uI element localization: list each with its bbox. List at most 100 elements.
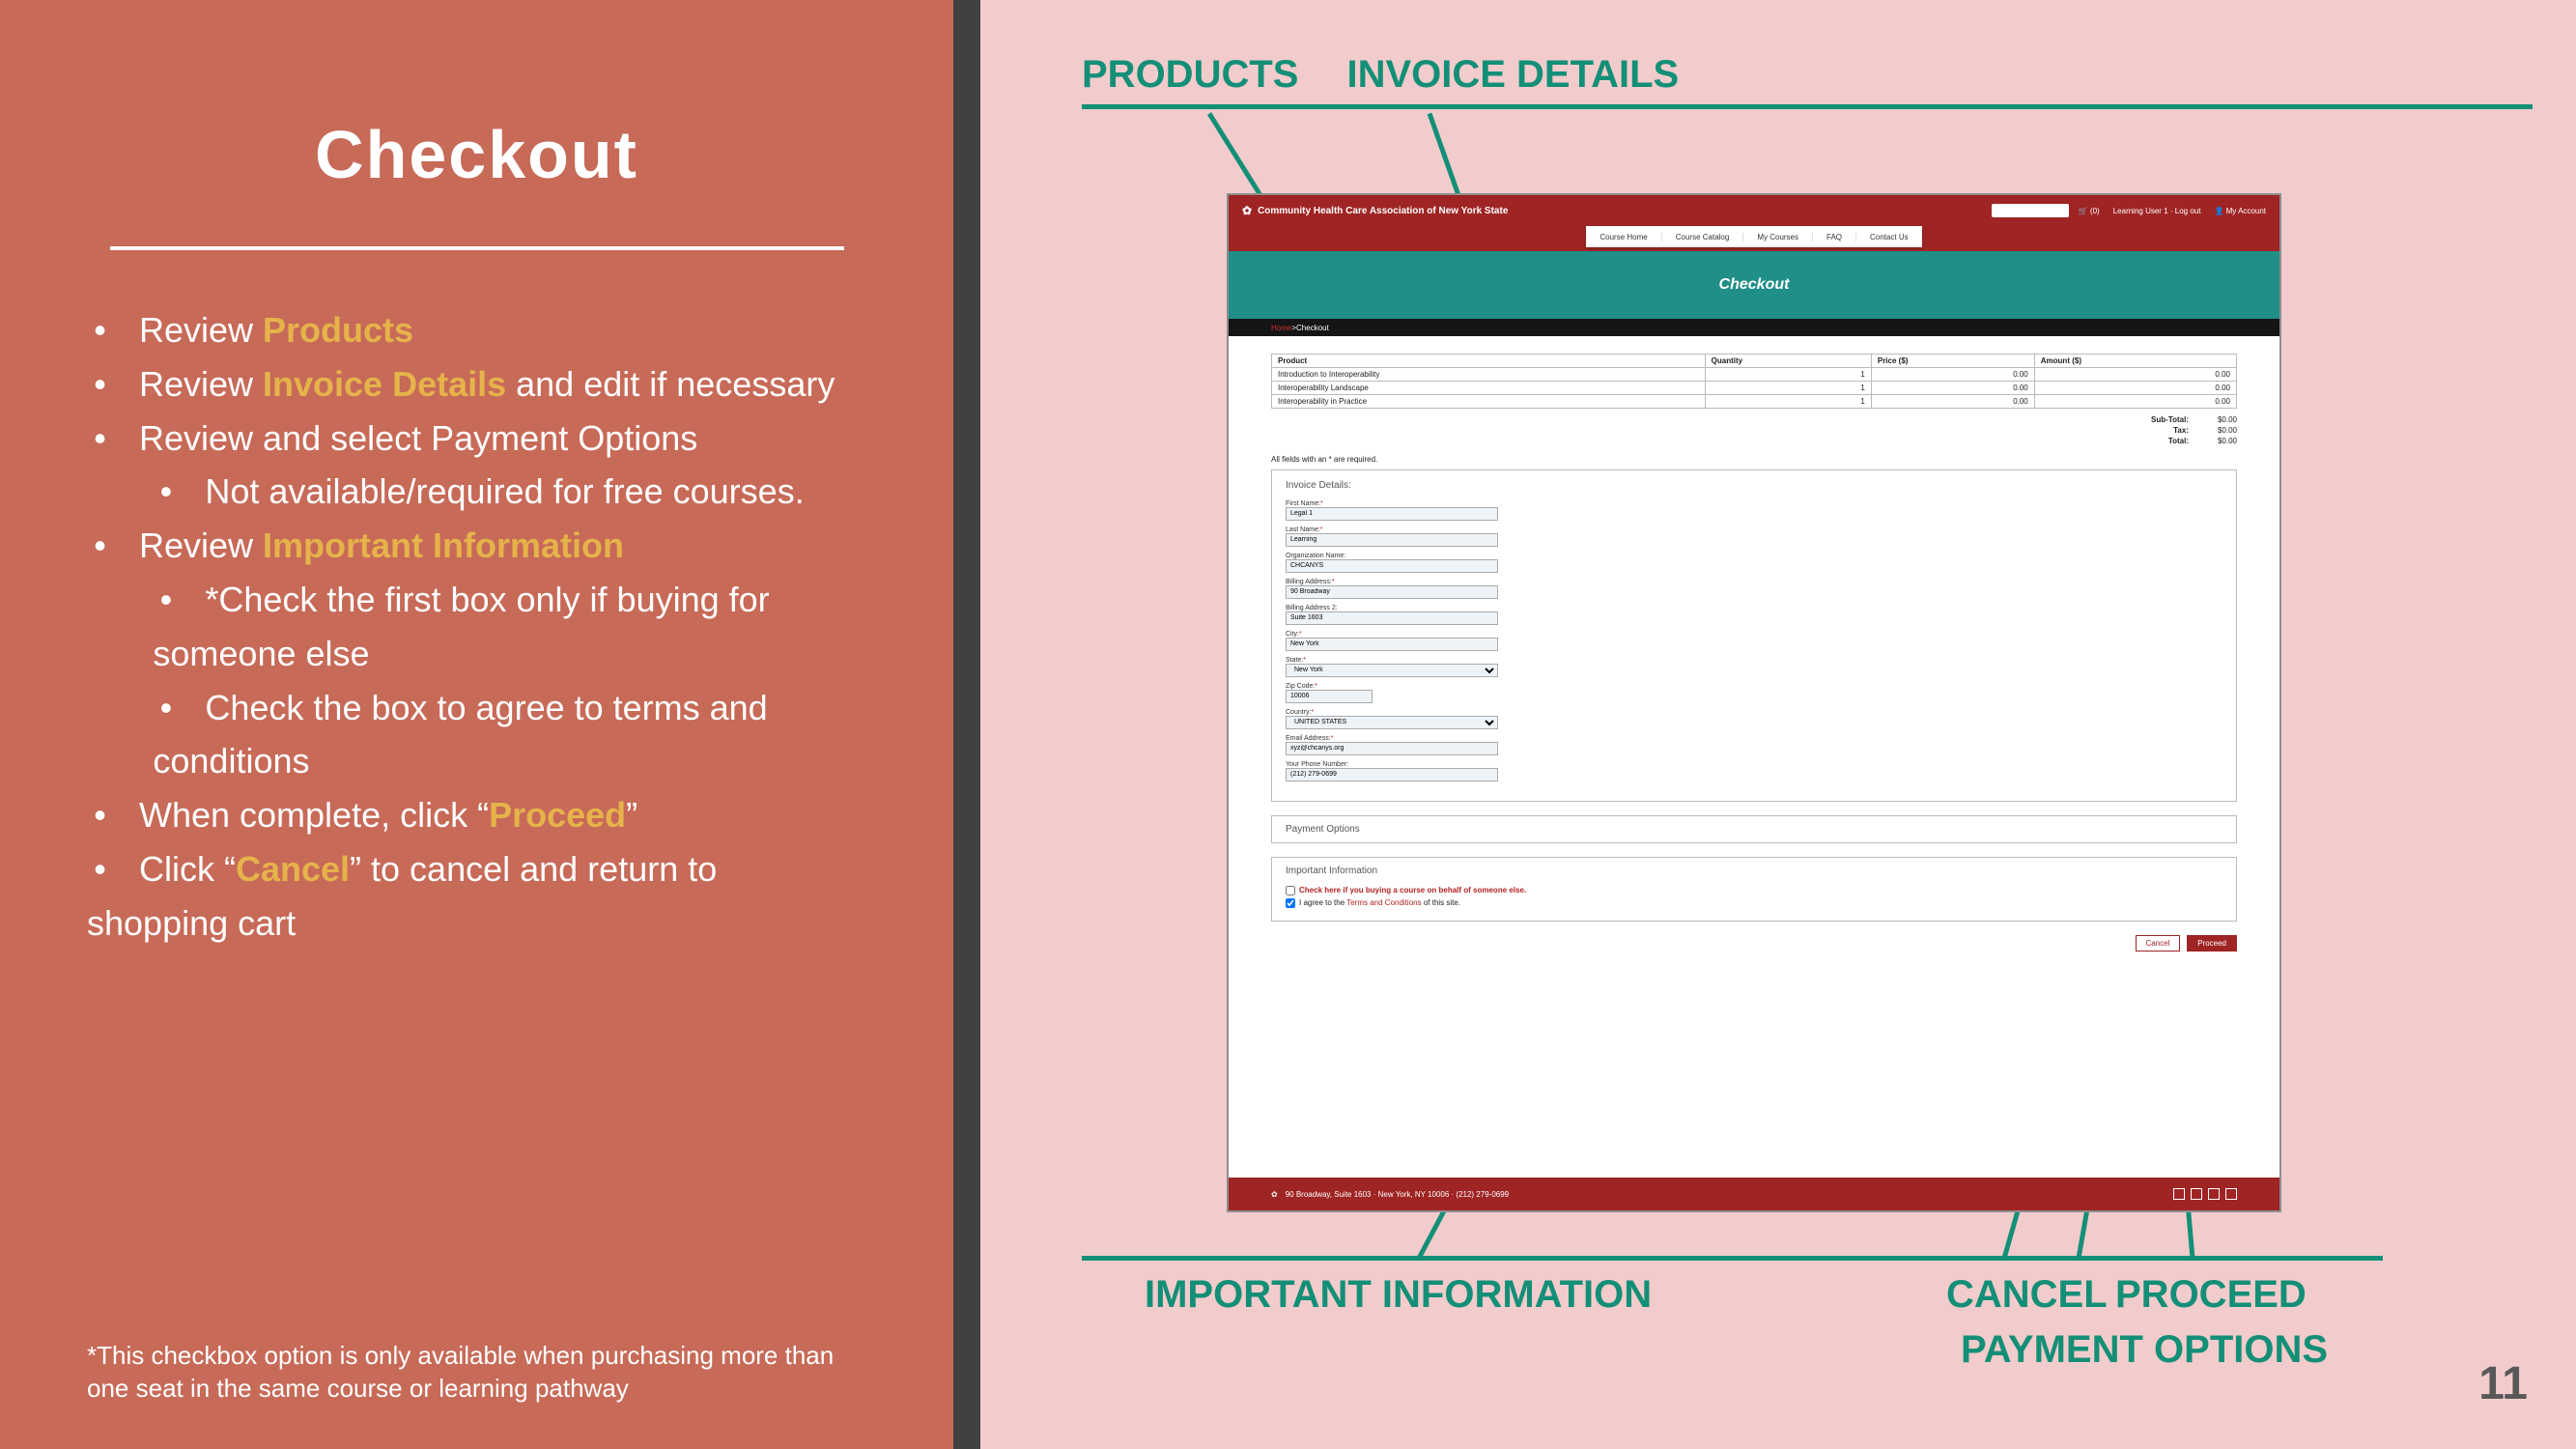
field-label: City:* [1286, 631, 2222, 638]
phone-input[interactable] [1286, 768, 1498, 781]
callout-cancel: CANCEL [1946, 1273, 2108, 1317]
nav-item[interactable]: Course Home [1586, 233, 1661, 242]
footer-address: 90 Broadway, Suite 1603 · New York, NY 1… [1286, 1190, 1509, 1199]
cancel-button[interactable]: Cancel [2136, 935, 2181, 952]
user-link[interactable]: Learning User 1 · Log out [2113, 207, 2201, 215]
bullet-text: and edit if necessary [506, 364, 835, 404]
bullet-text: Click “ [139, 849, 236, 889]
slide-title: Checkout [87, 116, 866, 193]
proceed-button[interactable]: Proceed [2187, 935, 2237, 952]
nav-item[interactable]: My Courses [1743, 233, 1813, 242]
terms-link[interactable]: Terms and Conditions [1346, 898, 1421, 907]
bullet-text: Review [139, 526, 263, 565]
search-input[interactable] [1992, 204, 2069, 217]
button-row: Cancel Proceed [1271, 935, 2237, 952]
table-row: Introduction to Interoperability10.000.0… [1272, 368, 2237, 382]
field-label: Last Name:* [1286, 526, 2222, 533]
last-name-input[interactable] [1286, 533, 1498, 547]
terms-label: I agree to the Terms and Conditions of t… [1299, 898, 1460, 907]
bullet-text: Review [139, 364, 263, 404]
col-header: Product [1272, 355, 1706, 368]
callout-products: PRODUCTS [1082, 53, 1298, 97]
nav-item[interactable]: FAQ [1813, 233, 1856, 242]
page-number: 11 [2478, 1357, 2528, 1410]
nav-item[interactable]: Course Catalog [1662, 233, 1744, 242]
col-header: Price ($) [1871, 355, 2034, 368]
table-row: Interoperability in Practice10.000.00 [1272, 395, 2237, 409]
app-footer: 90 Broadway, Suite 1603 · New York, NY 1… [1229, 1178, 2279, 1210]
callout-payment-options: PAYMENT OPTIONS [1961, 1328, 2328, 1372]
field-label: Country:* [1286, 709, 2222, 716]
field-label: Organization Name: [1286, 553, 2222, 559]
products-table: Product Quantity Price ($) Amount ($) In… [1271, 354, 2237, 409]
bullet-highlight: Products [263, 310, 413, 350]
social-icon[interactable] [2191, 1188, 2202, 1200]
callout-invoice-details: INVOICE DETAILS [1346, 53, 1679, 97]
account-link[interactable]: 👤 My Account [2214, 207, 2266, 215]
checkout-body: Product Quantity Price ($) Amount ($) In… [1229, 336, 2279, 1178]
breadcrumb-current: Checkout [1296, 324, 1329, 332]
nav-item[interactable]: Contact Us [1856, 233, 1922, 242]
field-label: Your Phone Number: [1286, 761, 2222, 768]
page-banner: Checkout [1229, 251, 2279, 319]
field-label: Billing Address 2: [1286, 605, 2222, 611]
app-topbar: Community Health Care Association of New… [1229, 195, 2279, 226]
email-input[interactable] [1286, 742, 1498, 755]
bullet-text: Review [139, 310, 263, 350]
invoice-details-panel: Invoice Details: First Name:* Last Name:… [1271, 469, 2237, 802]
table-row: Interoperability Landscape10.000.00 [1272, 382, 2237, 395]
field-label: Email Address:* [1286, 735, 2222, 742]
bullet-highlight: Important Information [263, 526, 624, 565]
bullet-text: *Check the first box only if buying for … [153, 580, 769, 673]
footnote: *This checkbox option is only available … [87, 1340, 866, 1406]
breadcrumb: Home > Checkout [1229, 319, 2279, 336]
social-icon[interactable] [2173, 1188, 2185, 1200]
state-select[interactable]: New York [1286, 664, 1498, 677]
country-select[interactable]: UNITED STATES [1286, 716, 1498, 729]
bullet-highlight: Proceed [489, 795, 626, 835]
bullet-highlight: Invoice Details [263, 364, 506, 404]
callout-important-info: IMPORTANT INFORMATION [1145, 1273, 1652, 1317]
city-input[interactable] [1286, 638, 1498, 651]
org-input[interactable] [1286, 559, 1498, 573]
panel-heading: Invoice Details: [1286, 480, 2222, 491]
bullet-text: Check the box to agree to terms and cond… [153, 688, 767, 781]
bullet-text: Review and select Payment Options [139, 418, 697, 458]
field-label: First Name:* [1286, 500, 2222, 507]
zip-input[interactable] [1286, 690, 1373, 703]
panel-heading: Important Information [1286, 866, 2222, 876]
social-icon[interactable] [2225, 1188, 2237, 1200]
slide-left-panel: Checkout Review Products Review Invoice … [0, 0, 953, 1449]
required-note: All fields with an * are required. [1271, 455, 2237, 464]
addr2-input[interactable] [1286, 611, 1498, 625]
bullet-text: When complete, click “ [139, 795, 489, 835]
behalf-label: Check here if you buying a course on beh… [1299, 886, 1526, 895]
brand-logo[interactable]: Community Health Care Association of New… [1242, 204, 1508, 217]
bullet-text: ” [626, 795, 637, 835]
field-label: State:* [1286, 657, 2222, 664]
slide-right-panel: PRODUCTS INVOICE DETAILS IMPORTANT INFOR… [980, 0, 2576, 1449]
field-label: Zip Code:* [1286, 683, 2222, 690]
behalf-checkbox[interactable] [1286, 886, 1295, 895]
col-header: Quantity [1705, 355, 1871, 368]
checkout-screenshot: Community Health Care Association of New… [1227, 193, 2281, 1212]
callout-line-bottom [1082, 1256, 2383, 1261]
cart-link[interactable]: 🛒 (0) [2079, 207, 2100, 215]
panel-divider [953, 0, 980, 1449]
brand-text: Community Health Care Association of New… [1258, 206, 1508, 216]
callout-proceed: PROCEED [2115, 1273, 2307, 1317]
payment-options-panel: Payment Options [1271, 815, 2237, 843]
topbar-right: 🛒 (0) Learning User 1 · Log out 👤 My Acc… [2079, 207, 2266, 215]
terms-checkbox[interactable] [1286, 898, 1295, 908]
addr1-input[interactable] [1286, 585, 1498, 599]
app-topnav: Course Home Course Catalog My Courses FA… [1229, 226, 2279, 251]
social-icon[interactable] [2208, 1188, 2220, 1200]
field-label: Billing Address:* [1286, 579, 2222, 585]
bullet-list: Review Products Review Invoice Details a… [87, 303, 866, 951]
bullet-highlight: Cancel [236, 849, 350, 889]
first-name-input[interactable] [1286, 507, 1498, 521]
panel-heading: Payment Options [1286, 824, 2222, 835]
social-icons [2173, 1188, 2237, 1200]
important-info-panel: Important Information Check here if you … [1271, 857, 2237, 922]
breadcrumb-home[interactable]: Home [1271, 324, 1291, 332]
